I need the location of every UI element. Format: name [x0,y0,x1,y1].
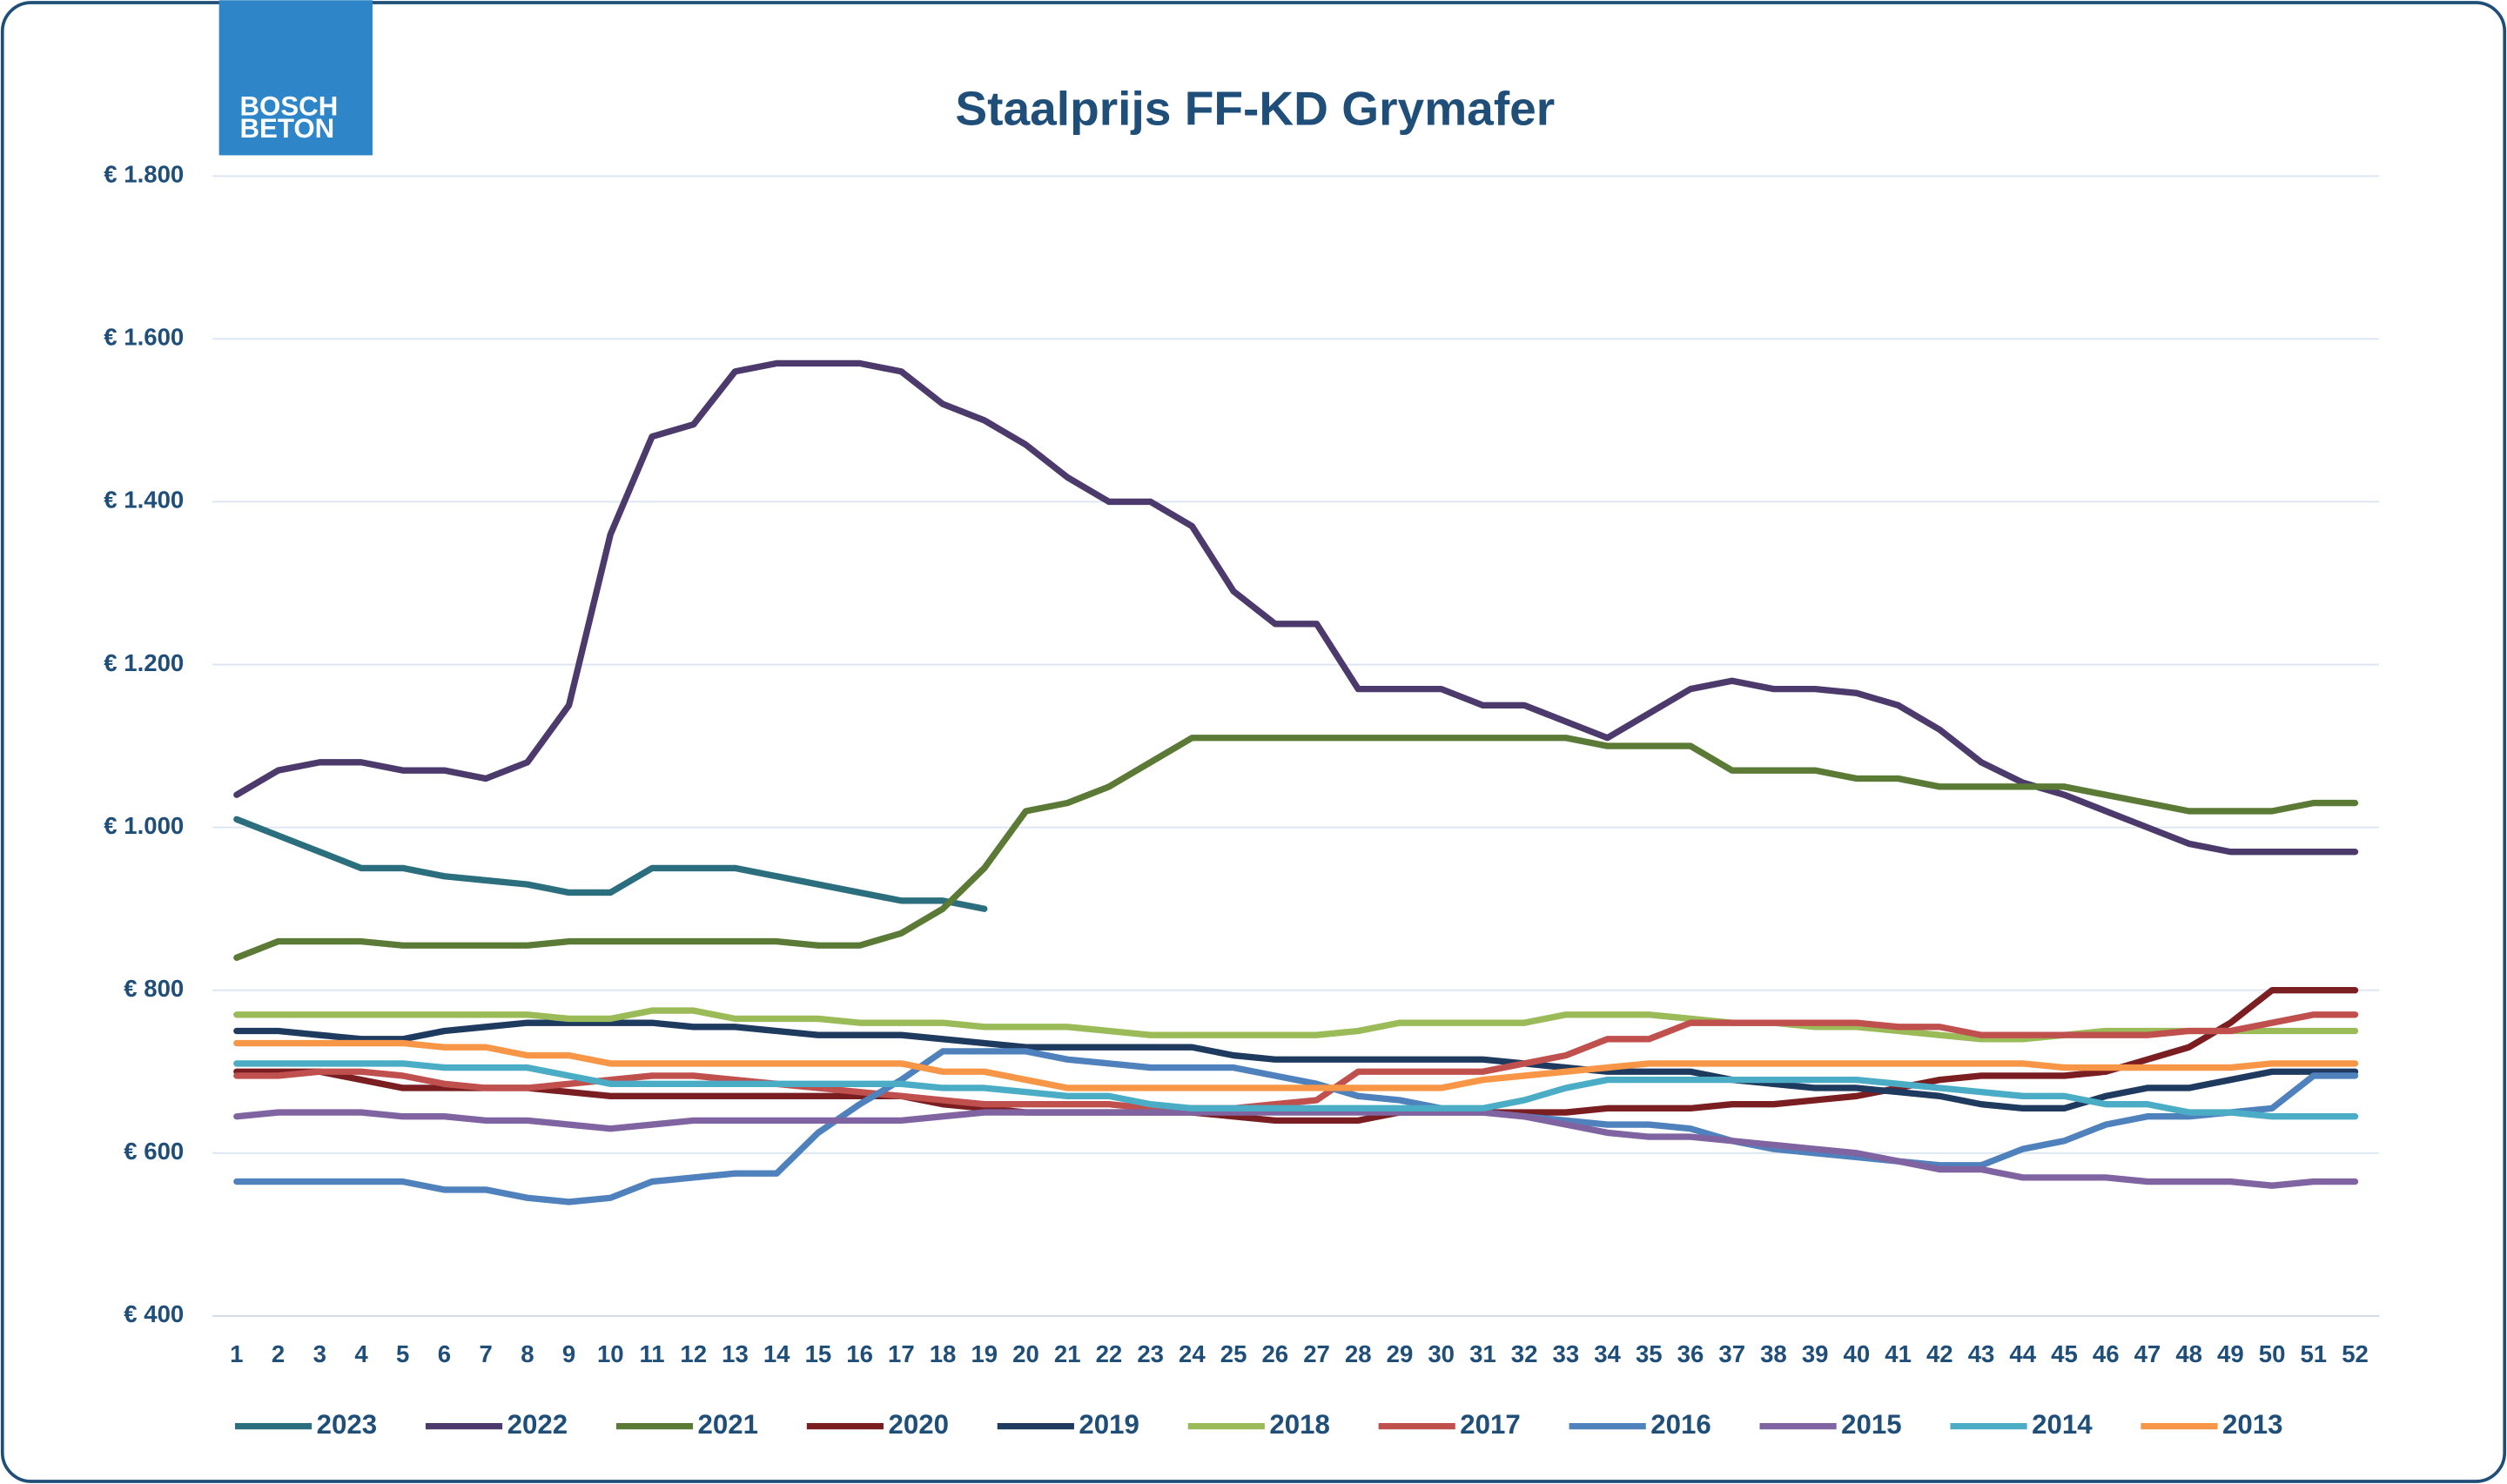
series-line [233,359,2359,856]
series-line [233,1109,2359,1189]
x-tick-label: 36 [1677,1340,1704,1367]
x-tick-label: 47 [2134,1340,2161,1367]
legend-label: 2021 [698,1409,758,1440]
x-tick-label: 33 [1553,1340,1580,1367]
y-tick-label: € 1.600 [104,324,184,351]
x-tick-label: 26 [1261,1340,1288,1367]
y-tick-label: € 800 [124,975,184,1002]
x-tick-label: 17 [888,1340,915,1367]
legend-label: 2019 [1079,1409,1139,1440]
legend-label: 2020 [888,1409,948,1440]
x-tick-label: 23 [1137,1340,1164,1367]
x-tick-label: 6 [438,1340,451,1367]
x-tick-label: 19 [971,1340,998,1367]
x-tick-label: 22 [1096,1340,1123,1367]
x-tick-label: 16 [846,1340,873,1367]
x-tick-label: 39 [1802,1340,1829,1367]
y-tick-label: € 1.400 [104,487,184,514]
x-tick-label: 34 [1594,1340,1621,1367]
x-tick-label: 2 [272,1340,285,1367]
x-tick-label: 13 [722,1340,749,1367]
x-tick-label: 27 [1303,1340,1330,1367]
x-tick-label: 20 [1012,1340,1039,1367]
x-tick-label: 15 [805,1340,832,1367]
x-tick-label: 51 [2300,1340,2327,1367]
x-tick-label: 46 [2093,1340,2120,1367]
series-line [233,987,2359,1125]
x-tick-label: 10 [597,1340,624,1367]
legend-label: 2013 [2222,1409,2282,1440]
legend-label: 2017 [1460,1409,1520,1440]
series-line [233,1039,2359,1091]
x-tick-label: 14 [763,1340,790,1367]
series-line [233,1007,2359,1043]
x-tick-label: 9 [562,1340,575,1367]
x-tick-label: 30 [1428,1340,1455,1367]
x-tick-label: 1 [230,1340,243,1367]
series-line [233,1048,2359,1205]
legend-label: 2015 [1841,1409,1901,1440]
y-tick-label: € 400 [124,1300,184,1327]
y-tick-label: € 1.800 [104,161,184,188]
x-tick-label: 29 [1387,1340,1414,1367]
chart-title: Staalprijs FF-KD Grymafer [955,82,1555,136]
x-tick-label: 18 [930,1340,957,1367]
x-tick-label: 44 [2009,1340,2036,1367]
logo [218,0,373,156]
x-tick-label: 8 [521,1340,534,1367]
x-tick-label: 28 [1345,1340,1372,1367]
x-tick-label: 43 [1968,1340,1995,1367]
legend-label: 2016 [1650,1409,1711,1440]
x-tick-label: 21 [1054,1340,1081,1367]
x-tick-label: 24 [1179,1340,1206,1367]
x-tick-label: 5 [396,1340,409,1367]
legend-label: 2018 [1269,1409,1329,1440]
legend-label: 2023 [317,1409,377,1440]
x-tick-label: 35 [1636,1340,1663,1367]
x-tick-label: 25 [1220,1340,1247,1367]
x-tick-label: 42 [1926,1340,1953,1367]
y-tick-label: € 1.000 [104,812,184,839]
y-tick-label: € 600 [124,1138,184,1165]
x-tick-label: 11 [639,1340,664,1367]
x-tick-label: 31 [1469,1340,1496,1367]
logo-line: BETON [240,113,335,144]
series-line [233,1060,2359,1120]
logo-line: BOSCH [240,91,339,121]
series-line [233,816,988,912]
x-tick-label: 37 [1718,1340,1745,1367]
y-tick-label: € 1.200 [104,649,184,676]
x-tick-label: 3 [313,1340,326,1367]
x-tick-label: 52 [2342,1340,2369,1367]
x-tick-label: 12 [680,1340,707,1367]
x-tick-label: 7 [479,1340,492,1367]
x-tick-label: 49 [2217,1340,2244,1367]
x-tick-label: 45 [2051,1340,2078,1367]
legend-label: 2014 [2032,1409,2093,1440]
series-line [233,1019,2359,1112]
x-tick-label: 32 [1511,1340,1538,1367]
x-tick-label: 4 [354,1340,368,1367]
series-line [233,735,2359,961]
x-tick-label: 48 [2175,1340,2202,1367]
x-tick-label: 40 [1844,1340,1871,1367]
legend-label: 2022 [507,1409,568,1440]
x-tick-label: 38 [1760,1340,1787,1367]
x-tick-label: 50 [2259,1340,2286,1367]
x-tick-label: 41 [1885,1340,1912,1367]
